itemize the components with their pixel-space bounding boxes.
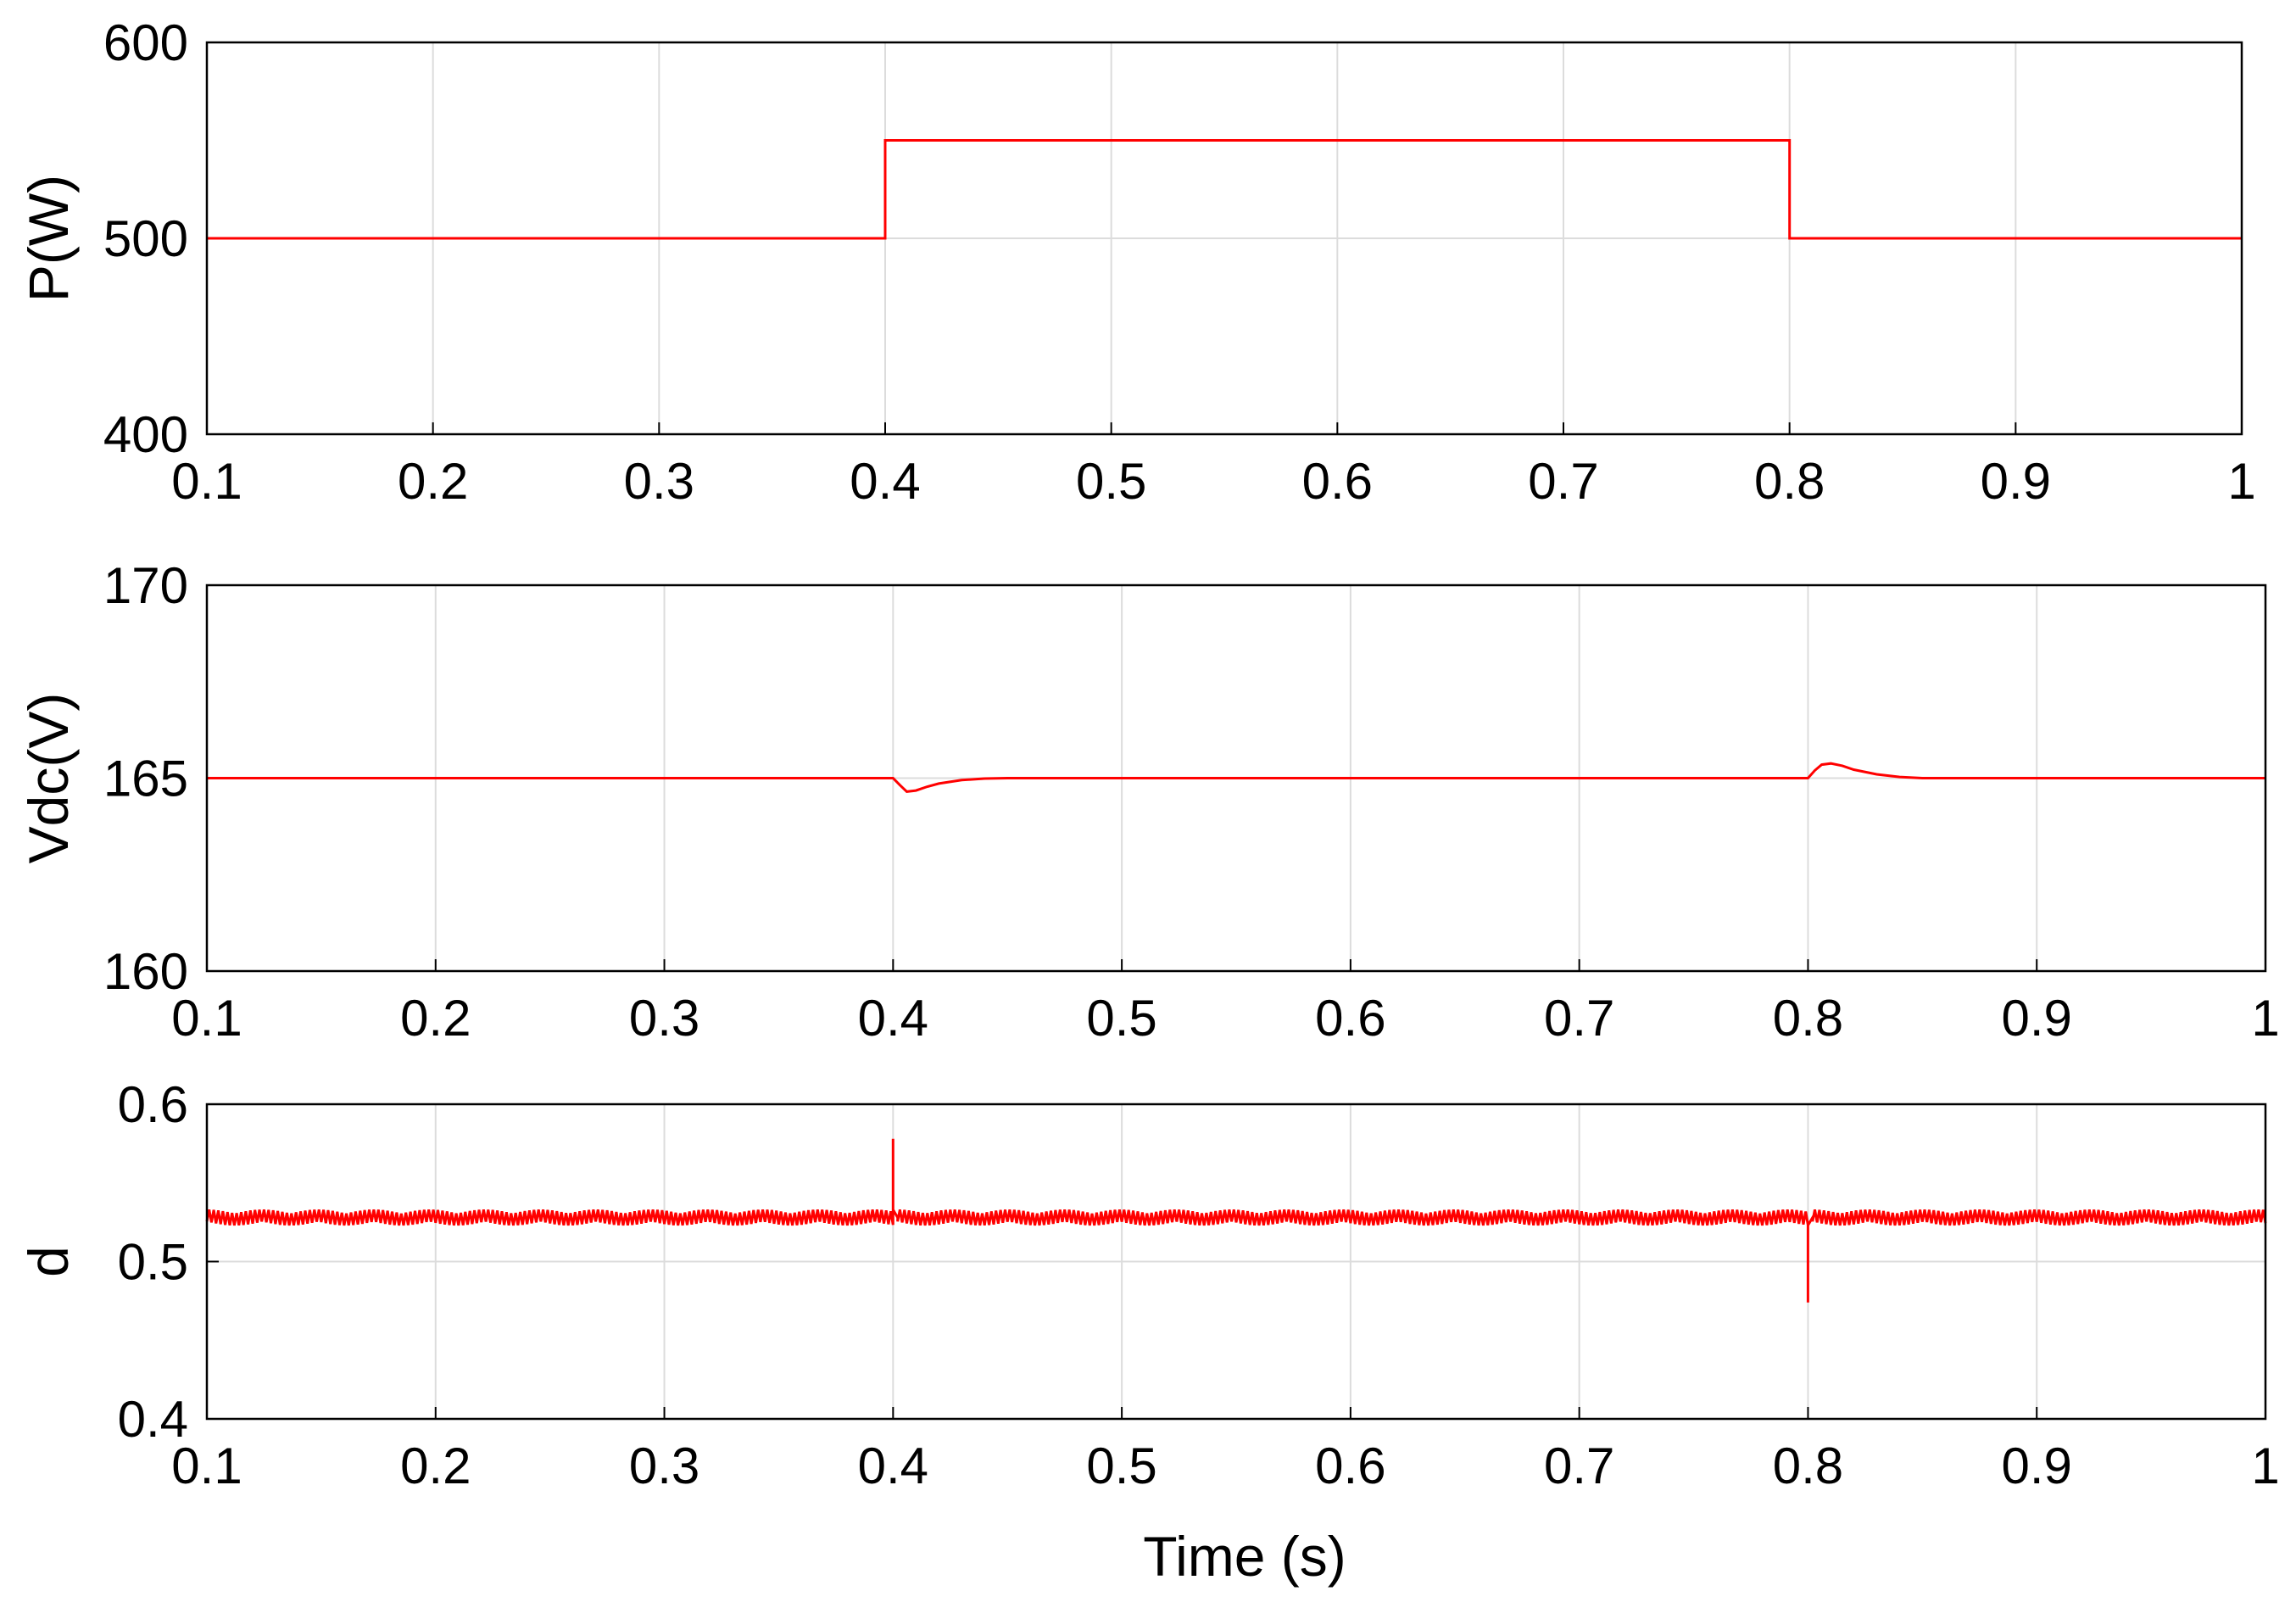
- y-tick-label: 600: [103, 14, 188, 71]
- x-tick-label: 0.2: [400, 990, 471, 1047]
- x-tick-label: 0.6: [1302, 453, 1373, 510]
- x-tick-label: 1: [2251, 1438, 2279, 1494]
- axes-box: [205, 41, 2243, 436]
- x-tick-label: 0.1: [171, 990, 242, 1047]
- x-axis-label: Time (s): [1143, 1525, 1346, 1588]
- x-tick-label: 0.9: [2002, 1438, 2072, 1494]
- y-tick-label: 0.6: [118, 1076, 188, 1133]
- axes-box: [205, 583, 2267, 973]
- y-axis-label: P(W): [17, 175, 80, 302]
- x-tick-label: 0.7: [1544, 990, 1614, 1047]
- x-tick-label: 0.3: [629, 990, 699, 1047]
- x-tick-label: 0.5: [1076, 453, 1146, 510]
- x-tick-label: 0.2: [398, 453, 468, 510]
- y-tick-label: 0.4: [118, 1391, 188, 1448]
- x-tick-label: 0.3: [629, 1438, 699, 1494]
- x-tick-label: 0.3: [624, 453, 694, 510]
- x-tick-label: 0.7: [1528, 453, 1598, 510]
- series-line: [207, 762, 2265, 793]
- x-tick-label: 0.9: [1981, 453, 2051, 510]
- x-tick-label: 0.4: [858, 1438, 928, 1494]
- y-axis-label: Vdc(V): [17, 693, 80, 864]
- plot-vdc: 0.1 0.2 0.3 0.4 0.5 0.6 0.7 0.8 0.9 1 160 165 170 Vdc…: [17, 557, 2280, 1047]
- y-tick-label: 400: [103, 406, 188, 463]
- x-tick-label: 0.7: [1544, 1438, 1614, 1494]
- y-tick-label: 170: [103, 557, 188, 614]
- y-tick-label: 165: [103, 751, 188, 807]
- x-tick-label: 0.5: [1086, 990, 1156, 1047]
- x-tick-label: 0.8: [1773, 1438, 1843, 1494]
- x-tick-label: 0.6: [1315, 990, 1385, 1047]
- axes-box: [205, 1103, 2267, 1421]
- y-tick-label: 500: [103, 210, 188, 267]
- x-tick-label: 0.4: [850, 453, 920, 510]
- x-tick-label: 1: [2227, 453, 2255, 510]
- x-tick-label: 0.6: [1315, 1438, 1385, 1494]
- x-tick-label: 0.1: [171, 453, 242, 510]
- plot-power: 0.1 0.2 0.3 0.4 0.5 0.6 0.7 0.8 0.9 1 400 500 600 P(W…: [17, 14, 2256, 510]
- y-tick-label: 0.5: [118, 1234, 188, 1291]
- x-tick-label: 0.8: [1773, 990, 1843, 1047]
- x-tick-label: 0.4: [858, 990, 928, 1047]
- x-tick-label: 0.5: [1086, 1438, 1156, 1494]
- series-line: [207, 139, 2242, 240]
- y-axis-label: d: [17, 1246, 80, 1277]
- x-tick-label: 0.2: [400, 1438, 471, 1494]
- plot-duty: 0.1 0.2 0.3 0.4 0.5 0.6 0.7 0.8 0.9 1 0.4 0.5 0.6 d: [17, 1076, 2280, 1494]
- x-tick-label: 0.1: [171, 1438, 242, 1494]
- x-tick-label: 1: [2251, 990, 2279, 1047]
- series-line: [205, 1138, 2267, 1303]
- y-tick-label: 160: [103, 943, 188, 1000]
- x-tick-label: 0.9: [2002, 990, 2072, 1047]
- x-tick-label: 0.8: [1754, 453, 1825, 510]
